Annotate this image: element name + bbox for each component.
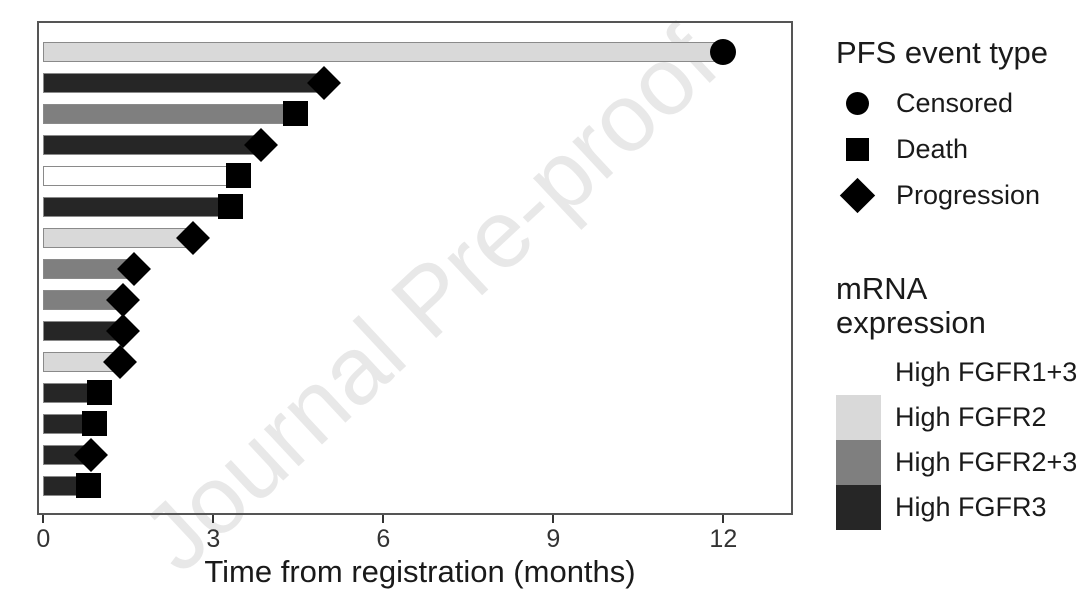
color-swatch: [836, 485, 881, 530]
color-swatch: [836, 440, 881, 485]
swimmer-bar: [43, 72, 324, 93]
legend-mrna-item-label: High FGFR2+3: [895, 447, 1078, 477]
event-marker-square: [81, 411, 107, 437]
x-axis-tick: [42, 515, 45, 523]
event-marker-diamond: [105, 282, 140, 317]
legend-pfs-item: Death: [832, 126, 1048, 172]
legend-mrna-item-label: High FGFR1+3: [895, 357, 1078, 387]
swimmer-bar: [43, 165, 239, 186]
event-marker-diamond: [306, 65, 341, 100]
event-marker-diamond: [244, 127, 279, 162]
event-marker-square: [87, 380, 113, 406]
swimmer-bar: [43, 196, 231, 217]
x-axis-tick-label: 3: [206, 525, 221, 553]
legend-pfs-items: Censored Death Progression: [832, 80, 1048, 218]
event-marker-diamond: [176, 220, 211, 255]
x-axis-tick: [382, 515, 385, 523]
x-axis: 0 3 6 9 12: [36, 515, 793, 575]
color-swatch: [836, 350, 881, 395]
legend-mrna-expression: mRNA expression High FGFR1+3 High FGFR2 Hi…: [832, 272, 1080, 530]
swimmer-bar: [43, 134, 262, 155]
legend-mrna-items: High FGFR1+3 High FGFR2 High FGFR2+3 High F…: [832, 350, 1080, 530]
x-axis-title: Time from registration (months): [204, 554, 636, 589]
x-axis-tick-label: 6: [376, 525, 391, 553]
plot-panel-background: [37, 21, 793, 515]
event-marker-square: [282, 101, 308, 127]
x-axis-tick: [552, 515, 555, 523]
legend-pfs-item-label: Death: [896, 133, 969, 164]
x-axis-tick-label: 12: [709, 525, 738, 553]
legend-pfs-title: PFS event type: [836, 35, 1048, 70]
x-axis-tick-label: 0: [36, 525, 51, 553]
legend-pfs-item: Progression: [832, 172, 1048, 218]
legend-pfs-item: Censored: [832, 80, 1048, 126]
event-marker-square: [76, 473, 102, 499]
event-marker-square: [226, 163, 252, 189]
event-marker-diamond: [105, 313, 140, 348]
event-marker-diamond: [116, 251, 151, 286]
swimmer-bar: [43, 41, 724, 62]
x-axis-tick: [212, 515, 215, 523]
event-marker-square: [217, 194, 243, 220]
x-axis-tick: [722, 515, 725, 523]
legend-mrna-title: mRNA expression: [836, 271, 986, 340]
event-marker-circle: [710, 38, 737, 65]
event-marker-diamond: [102, 344, 137, 379]
diamond-icon: [832, 172, 882, 218]
square-icon: [832, 126, 882, 172]
legend-mrna-item: High FGFR2: [832, 395, 1080, 440]
legend-mrna-item: High FGFR2+3: [832, 440, 1080, 485]
x-axis-tick-label: 9: [546, 525, 561, 553]
legend-mrna-item: High FGFR3: [832, 485, 1080, 530]
swimmer-bar: [43, 103, 296, 124]
legend-mrna-item-label: High FGFR3: [895, 492, 1047, 522]
legend-pfs-event-type: PFS event type Censored Death Progression: [832, 36, 1048, 218]
legend-pfs-item-label: Progression: [896, 179, 1041, 210]
circle-icon: [832, 80, 882, 126]
color-swatch: [836, 395, 881, 440]
legend-mrna-item: High FGFR1+3: [832, 350, 1080, 395]
swimmer-bar: [43, 227, 194, 248]
legend-mrna-item-label: High FGFR2: [895, 402, 1047, 432]
event-marker-diamond: [74, 437, 109, 472]
plot-content: [37, 21, 793, 515]
legend-pfs-item-label: Censored: [896, 87, 1014, 118]
